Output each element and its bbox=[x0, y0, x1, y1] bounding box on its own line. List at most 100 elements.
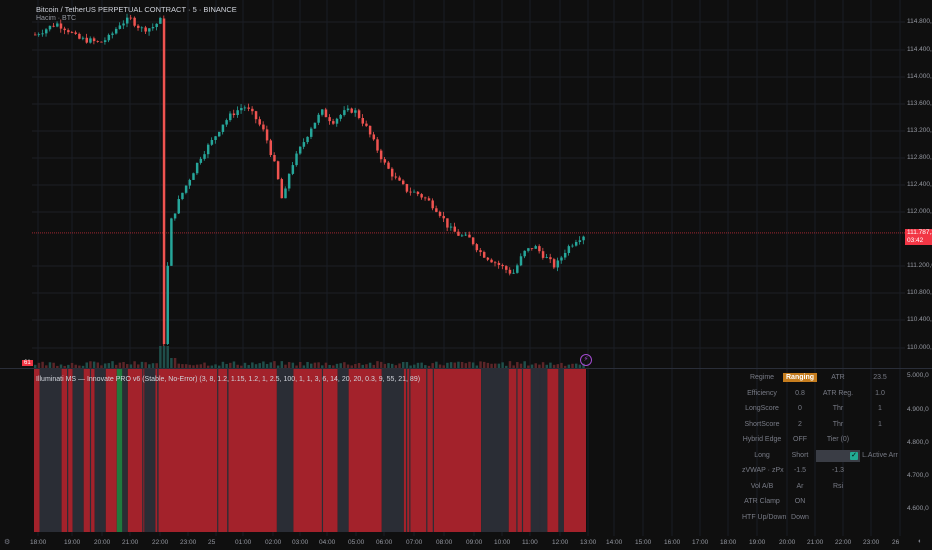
volume-bar bbox=[527, 365, 530, 368]
volume-bar bbox=[273, 361, 276, 368]
regime-bar bbox=[508, 369, 531, 532]
lightning-icon[interactable]: ⚡ bbox=[580, 354, 592, 366]
volume-bar bbox=[247, 365, 250, 368]
volume-bar bbox=[328, 364, 331, 368]
candle bbox=[460, 233, 464, 238]
candle bbox=[431, 198, 434, 211]
volume-bar bbox=[394, 365, 398, 368]
candle bbox=[563, 249, 567, 260]
price-scale[interactable]: 114.800,0 114.400,0 114.000,0 113.600,0 113.… bbox=[905, 0, 932, 368]
volume-bar bbox=[254, 364, 258, 368]
time-axis-label: 12:00 bbox=[552, 539, 569, 546]
candle bbox=[159, 16, 162, 24]
candle bbox=[74, 30, 77, 35]
volume-legend[interactable]: Hacim · BTC bbox=[36, 15, 77, 22]
candle bbox=[133, 16, 136, 28]
auto-scale-icon[interactable]: ◐ bbox=[918, 538, 923, 545]
volume-bar bbox=[284, 364, 287, 368]
volume-bar bbox=[155, 363, 158, 368]
time-axis-label: 19:00 bbox=[64, 539, 81, 546]
regime-bar bbox=[94, 369, 106, 532]
price-chart-svg[interactable] bbox=[0, 0, 905, 368]
volume-bar bbox=[306, 361, 309, 368]
candle bbox=[184, 185, 188, 195]
candle bbox=[37, 32, 41, 37]
volume-bar bbox=[578, 364, 582, 368]
time-axis-label: 23:00 bbox=[863, 539, 880, 546]
candle bbox=[516, 263, 519, 274]
time-axis-label: 21:00 bbox=[122, 539, 139, 546]
candle bbox=[203, 151, 206, 161]
candle bbox=[254, 110, 258, 124]
indicator-scale-label: 4.600,0 bbox=[907, 505, 929, 512]
volume-bar bbox=[534, 363, 537, 368]
volume-bar bbox=[324, 362, 328, 368]
volume-bar bbox=[103, 363, 107, 368]
volume-bar bbox=[192, 365, 195, 368]
candle bbox=[166, 262, 169, 345]
volume-bar bbox=[424, 365, 427, 368]
candle bbox=[67, 28, 70, 35]
candle bbox=[195, 162, 199, 175]
candle bbox=[335, 117, 339, 127]
main-chart-pane[interactable]: Bitcoin / TetherUS PERPETUAL CONTRACT · … bbox=[0, 0, 905, 368]
volume-bar bbox=[225, 363, 228, 368]
volume-bar bbox=[505, 365, 508, 368]
candle bbox=[114, 27, 118, 35]
volume-bar bbox=[70, 362, 74, 368]
volume-bar bbox=[438, 364, 442, 368]
candle bbox=[56, 21, 59, 28]
volume-bar bbox=[210, 365, 214, 368]
volume-bar bbox=[339, 363, 342, 368]
stats-cell: Efficiency bbox=[747, 389, 777, 397]
candle bbox=[276, 160, 280, 180]
volume-bar bbox=[449, 362, 453, 368]
candle bbox=[129, 14, 133, 21]
stats-cell: 1.0 bbox=[875, 389, 885, 397]
indicator-scale[interactable]: 5.000,0 4.900,0 4.800,0 4.700,0 4.600,0 bbox=[905, 369, 932, 536]
candle bbox=[379, 148, 383, 163]
indicator-pane[interactable]: Illuminati MS — Innovate PRO v6 (Stable,… bbox=[0, 369, 905, 536]
time-axis-label: 23:00 bbox=[180, 539, 197, 546]
candle bbox=[328, 114, 331, 125]
volume-bar bbox=[409, 365, 412, 368]
candle bbox=[137, 24, 140, 31]
time-axis-label: 10:00 bbox=[494, 539, 511, 546]
candle bbox=[497, 260, 501, 269]
volume-bar bbox=[41, 361, 44, 368]
symbol-title[interactable]: Bitcoin / TetherUS PERPETUAL CONTRACT · … bbox=[36, 5, 237, 14]
time-axis-label: 20:00 bbox=[94, 539, 111, 546]
volume-bar bbox=[177, 363, 180, 368]
volume-bar bbox=[37, 362, 41, 368]
regime-bar bbox=[293, 369, 338, 532]
volume-bar bbox=[420, 362, 423, 368]
candle bbox=[446, 218, 449, 232]
time-axis[interactable]: ⚙ ◐ 18:00 19:00 20:00 21:00 22:00 23:00 25 01:0… bbox=[0, 536, 932, 550]
volume-bar bbox=[446, 362, 449, 368]
volume-bar bbox=[413, 364, 416, 368]
volume-bar bbox=[81, 365, 85, 368]
stats-cell: LongScore bbox=[745, 405, 779, 412]
stats-cell: Tier (0) bbox=[826, 436, 850, 443]
volume-bar bbox=[453, 362, 456, 368]
volume-bar bbox=[34, 364, 37, 368]
candle bbox=[501, 263, 504, 270]
stats-cell: OFF bbox=[793, 436, 807, 443]
indicator-title[interactable]: Illuminati MS — Innovate PRO v6 (Stable,… bbox=[36, 376, 421, 383]
candle bbox=[236, 106, 239, 118]
regime-bar bbox=[481, 369, 509, 532]
volume-bar bbox=[203, 362, 206, 368]
volume-bar bbox=[379, 361, 383, 368]
candle bbox=[122, 20, 125, 30]
volume-bar bbox=[232, 361, 236, 368]
volume-bar bbox=[376, 361, 379, 368]
volume-bar bbox=[427, 365, 431, 368]
volume-bar bbox=[372, 364, 376, 368]
volume-bar bbox=[398, 363, 401, 368]
candle bbox=[339, 113, 342, 122]
gear-icon[interactable]: ⚙ bbox=[4, 539, 11, 546]
regime-bar bbox=[127, 369, 145, 532]
volume-bar bbox=[280, 361, 284, 368]
regime-bar bbox=[122, 369, 128, 532]
pane-separator[interactable] bbox=[0, 368, 932, 369]
